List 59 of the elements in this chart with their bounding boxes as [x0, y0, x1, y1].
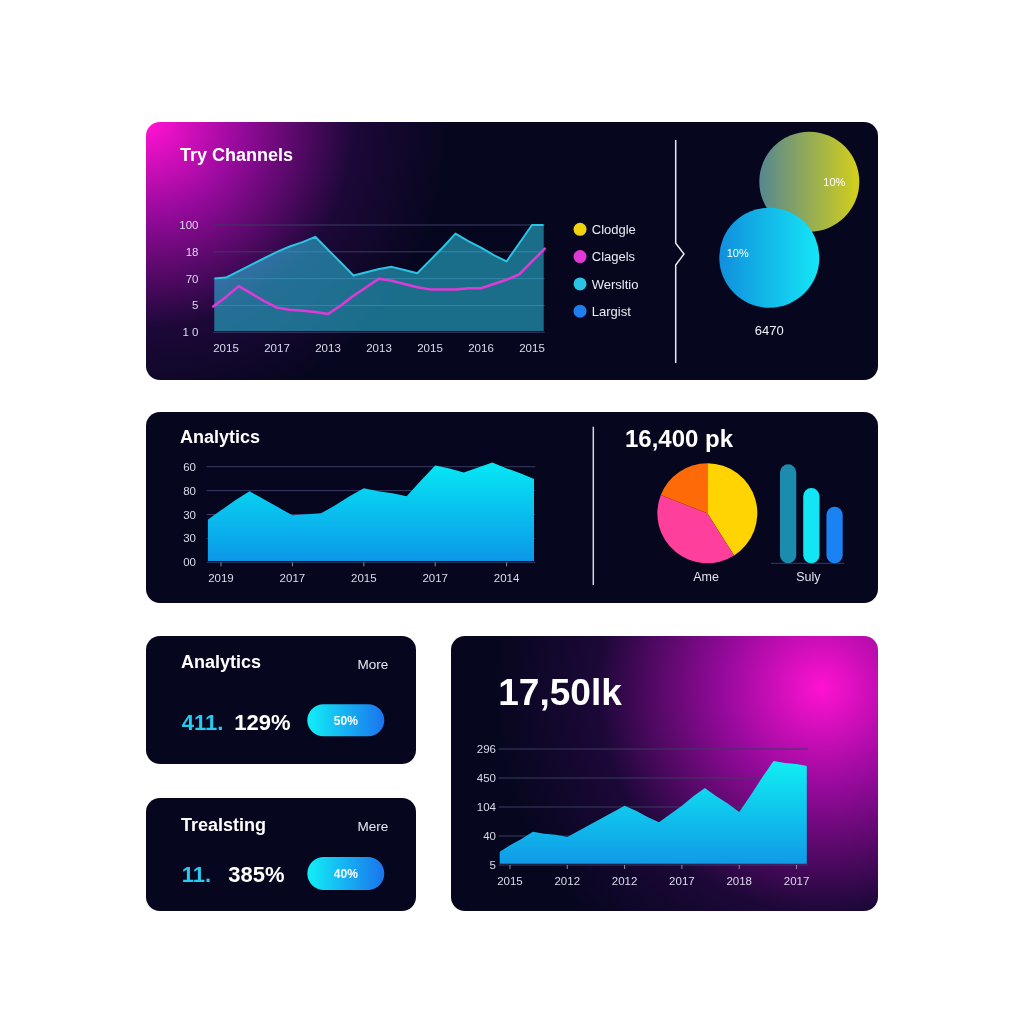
x-tick-label: 2017: [422, 571, 449, 584]
text: 104: [476, 801, 497, 813]
x-tick-label: 2012: [554, 874, 581, 887]
legend-label: Clodgle: [591, 221, 636, 237]
text: 100: [179, 219, 199, 231]
text: 40%: [333, 866, 359, 881]
text: Analytics: [181, 652, 262, 672]
x-tick-label: 2015: [417, 341, 443, 354]
text: 40: [483, 830, 496, 842]
text: 11.: [181, 862, 212, 888]
x-tick-label: 2012: [611, 874, 638, 887]
x-tick-label: 2015: [351, 571, 377, 584]
text: 30: [183, 532, 196, 545]
data-label: 10%: [726, 247, 749, 260]
pie-slice: [707, 463, 758, 556]
x-tick-label: 2019: [208, 571, 234, 584]
text: 1 0: [182, 326, 199, 339]
text: 450: [476, 772, 496, 784]
x-tick-label: 2017: [783, 874, 810, 887]
text: 18: [185, 245, 199, 258]
text: 129%: [234, 710, 291, 736]
chart-title: 16,400 pk: [625, 424, 734, 452]
text: Ame: [693, 570, 719, 584]
chart-title: Try Channels: [180, 145, 294, 166]
x-tick-label: 2017: [264, 341, 290, 354]
x-tick-label: 2013: [366, 341, 392, 354]
pie-slice: [660, 463, 708, 514]
data-label: 10%: [823, 175, 846, 188]
legend-label: Wersltio: [591, 276, 639, 292]
x-tick-label: 2017: [279, 571, 306, 584]
chart-title: 17,50lk: [498, 671, 623, 713]
x-tick-label: 2013: [315, 341, 341, 354]
text: 70: [185, 272, 199, 285]
text: 296: [476, 743, 496, 755]
x-axis-title: Suly: [796, 570, 822, 584]
text: 50%: [333, 713, 359, 728]
text: 60: [183, 460, 196, 473]
pie-slice: [657, 494, 735, 564]
text: 00: [183, 556, 196, 569]
text: 411.: [181, 710, 224, 736]
legend-label: Clagels: [591, 249, 636, 265]
x-tick-label: 2015: [213, 341, 239, 354]
text: More: [357, 657, 389, 672]
text: 6470: [754, 323, 784, 338]
text: 80: [183, 484, 196, 497]
x-tick-label: 2014: [493, 571, 521, 584]
text: Mere: [357, 818, 389, 834]
legend-label: Largist: [591, 303, 632, 319]
text: 30: [183, 508, 196, 521]
text: Trealsting: [181, 814, 267, 835]
text: 5: [489, 859, 496, 871]
text: 385%: [228, 862, 285, 888]
x-tick-label: 2018: [726, 874, 753, 887]
x-tick-label: 2015: [519, 341, 545, 354]
chart-title: Analytics: [180, 427, 261, 447]
x-tick-label: 2015: [497, 874, 523, 887]
x-tick-label: 2016: [468, 341, 494, 354]
x-tick-label: 2017: [669, 874, 695, 887]
text: 5: [192, 299, 199, 312]
